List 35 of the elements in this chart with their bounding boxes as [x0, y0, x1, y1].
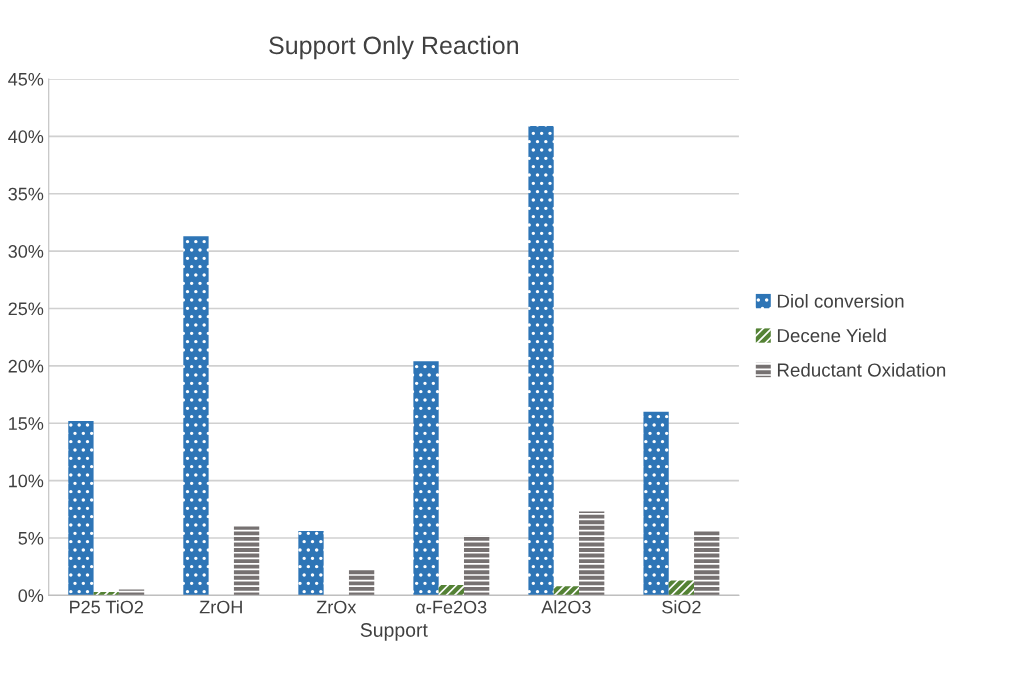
legend-label: Diol conversion — [777, 294, 904, 308]
y-tick-label: 5% — [18, 531, 44, 545]
bar — [183, 236, 209, 596]
bar — [348, 570, 375, 596]
x-tick-label: ZrOH — [199, 600, 242, 614]
x-tick-label: ZrOx — [316, 600, 357, 614]
y-tick-label: 45% — [8, 72, 44, 86]
x-tick-label: α-Fe2O3 — [416, 600, 487, 614]
bar — [68, 420, 94, 596]
x-axis-title: Support — [360, 623, 428, 641]
legend-label: Decene Yield — [777, 328, 886, 343]
bar — [643, 411, 669, 596]
x-tick-label: SiO2 — [662, 600, 701, 614]
y-tick-label: 20% — [8, 359, 44, 373]
x-tick-label: P25 TiO2 — [70, 600, 143, 614]
y-tick-label: 15% — [9, 417, 44, 430]
y-tick-label: 30% — [8, 245, 44, 258]
y-tick-label: 25% — [8, 302, 44, 316]
legend-label: Reductant Oxidation — [777, 362, 946, 377]
bar — [438, 585, 464, 596]
y-tick-label: 10% — [9, 474, 44, 488]
bar — [298, 531, 324, 596]
bar — [233, 526, 260, 596]
bar — [579, 511, 605, 596]
y-tick-label: 35% — [8, 187, 44, 201]
bar — [553, 586, 580, 596]
y-tick-label: 0% — [18, 589, 44, 603]
bar — [528, 126, 554, 596]
bar — [694, 529, 720, 596]
bar — [413, 361, 439, 596]
bar — [668, 580, 695, 596]
x-tick-label: Al2O3 — [541, 600, 591, 614]
chart-title: Support Only Reaction — [269, 35, 518, 60]
bar — [463, 535, 490, 596]
y-tick-label: 40% — [8, 130, 44, 144]
